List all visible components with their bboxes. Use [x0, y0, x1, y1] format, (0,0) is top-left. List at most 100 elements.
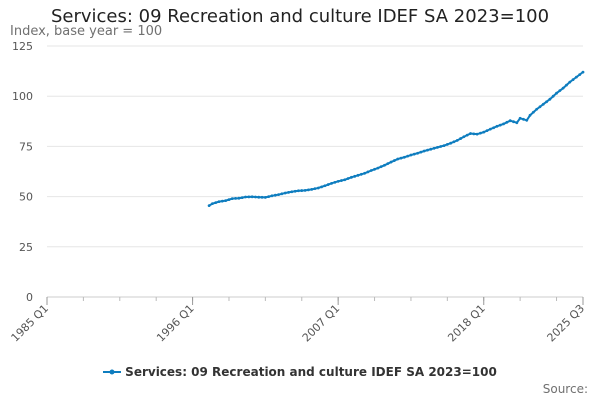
data-point — [220, 199, 224, 203]
y-axis-label: Index, base year = 100 — [10, 24, 163, 39]
data-point — [495, 124, 499, 128]
data-point — [254, 195, 257, 199]
legend-label: Services: 09 Recreation and culture IDEF… — [125, 365, 497, 379]
data-point — [512, 120, 515, 124]
data-point — [393, 159, 396, 162]
data-point — [535, 107, 539, 111]
data-point — [270, 194, 274, 198]
data-point — [277, 193, 280, 196]
y-tick-label: 75 — [19, 140, 33, 153]
data-point — [359, 172, 363, 176]
data-point — [356, 173, 360, 177]
data-point — [379, 165, 383, 169]
data-point — [498, 123, 502, 127]
data-point — [363, 171, 367, 175]
data-point — [297, 189, 300, 193]
data-point — [522, 117, 525, 121]
data-point — [366, 170, 370, 174]
data-point — [571, 78, 575, 82]
data-point — [578, 73, 582, 77]
data-point — [333, 180, 337, 184]
data-point — [581, 70, 585, 74]
data-point — [574, 75, 578, 79]
data-point — [207, 204, 211, 208]
data-point — [565, 83, 568, 87]
x-tick-label: 1996 Q1 — [154, 302, 197, 345]
data-point — [528, 113, 532, 117]
x-axis: 1985 Q1 1996 Q1 2007 Q1 2018 Q1 2025 Q3 — [9, 296, 587, 345]
data-point — [409, 153, 413, 157]
data-point — [234, 197, 237, 200]
data-point — [525, 118, 529, 122]
data-point — [445, 142, 449, 146]
data-point — [214, 201, 218, 205]
legend-swatch-icon — [103, 369, 122, 375]
data-point — [505, 120, 509, 124]
data-point — [340, 179, 343, 182]
data-point — [548, 97, 552, 101]
data-point — [455, 138, 459, 142]
data-point — [330, 181, 333, 185]
data-point — [217, 200, 221, 204]
data-point — [422, 149, 426, 153]
data-point — [449, 141, 453, 145]
legend[interactable]: Services: 09 Recreation and culture IDEF… — [0, 365, 600, 379]
data-point — [442, 144, 446, 148]
data-point — [508, 119, 512, 123]
data-point — [402, 155, 406, 159]
data-point — [482, 130, 486, 134]
data-point — [386, 162, 390, 166]
data-point — [376, 166, 380, 170]
data-point — [373, 167, 376, 171]
data-point — [224, 199, 228, 203]
data-point — [290, 190, 294, 194]
data-point — [485, 129, 489, 133]
data-point — [412, 152, 416, 156]
data-point — [426, 148, 429, 152]
data-point — [399, 156, 403, 160]
y-tick-label: 100 — [12, 90, 33, 103]
data-point — [459, 137, 462, 140]
data-point — [488, 127, 492, 131]
data-point — [326, 183, 330, 186]
x-tick-label: 2018 Q1 — [445, 302, 488, 345]
data-point — [323, 184, 327, 188]
data-point — [406, 154, 410, 158]
data-point — [263, 196, 267, 199]
data-point — [237, 196, 241, 200]
data-point — [247, 195, 251, 199]
data-point — [561, 86, 565, 90]
data-point — [531, 110, 535, 114]
data-point — [287, 190, 290, 194]
data-point — [250, 195, 254, 199]
y-tick-label: 50 — [19, 191, 33, 204]
data-point — [336, 179, 340, 183]
data-point — [551, 94, 555, 98]
data-point — [211, 202, 214, 206]
data-point — [502, 122, 505, 126]
data-point — [432, 146, 436, 150]
data-point — [283, 191, 287, 195]
x-tick-label: 2007 Q1 — [300, 302, 343, 345]
data-point — [545, 100, 548, 104]
data-point — [383, 163, 386, 167]
data-point — [538, 105, 542, 109]
chart-title: Services: 09 Recreation and culture IDEF… — [50, 6, 550, 27]
data-point — [429, 147, 433, 151]
grid-lines — [47, 45, 583, 298]
data-point — [492, 126, 496, 130]
data-point — [313, 187, 317, 191]
data-point — [436, 146, 439, 149]
data-point — [475, 132, 479, 136]
series-line-0 — [208, 71, 584, 207]
data-point — [558, 89, 562, 93]
y-tick-label: 25 — [19, 241, 33, 254]
y-tick-label: 125 — [12, 40, 33, 53]
data-point — [300, 189, 304, 192]
data-point — [568, 80, 572, 84]
data-point — [320, 185, 324, 189]
data-point — [518, 116, 522, 120]
data-point — [293, 189, 297, 193]
data-point — [353, 174, 357, 178]
